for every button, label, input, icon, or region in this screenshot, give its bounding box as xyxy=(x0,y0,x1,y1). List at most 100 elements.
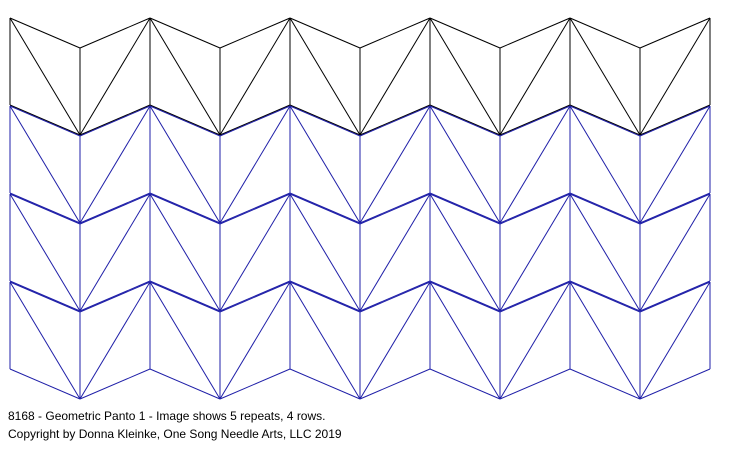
pattern-row xyxy=(9,281,711,400)
top-edge xyxy=(79,281,151,313)
top-edge xyxy=(499,105,571,137)
bottom-edge xyxy=(639,104,711,136)
diagonal xyxy=(639,281,711,400)
top-edge xyxy=(289,193,361,225)
top-edge xyxy=(79,193,151,225)
bottom-edge xyxy=(219,104,291,136)
bottom-edge xyxy=(9,192,81,224)
bottom-edge xyxy=(79,280,151,312)
bottom-edge xyxy=(149,192,221,224)
diagonal xyxy=(569,193,641,312)
bottom-edge xyxy=(79,104,151,136)
top-edge xyxy=(639,281,711,313)
bottom-edge xyxy=(359,368,431,400)
bottom-edge xyxy=(289,280,361,312)
bottom-edge xyxy=(569,368,641,400)
diagonal xyxy=(499,17,571,136)
diagonal xyxy=(429,193,501,312)
diagonal xyxy=(499,193,571,312)
bottom-edge xyxy=(219,368,291,400)
top-edge xyxy=(359,193,431,225)
diagonal xyxy=(429,105,501,224)
top-edge xyxy=(149,281,221,313)
diagonal xyxy=(79,193,151,312)
top-edge xyxy=(219,17,291,49)
top-edge xyxy=(569,17,641,49)
bottom-edge xyxy=(499,192,571,224)
quilting-pattern-canvas xyxy=(9,17,711,400)
pattern-row xyxy=(9,17,711,136)
bottom-edge xyxy=(639,280,711,312)
top-edge xyxy=(429,17,501,49)
top-edge xyxy=(9,105,81,137)
diagonal xyxy=(9,105,81,224)
diagonal xyxy=(639,17,711,136)
diagonal xyxy=(149,193,221,312)
bottom-edge xyxy=(569,280,641,312)
top-edge xyxy=(219,281,291,313)
top-edge xyxy=(499,281,571,313)
top-edge xyxy=(9,193,81,225)
diagonal xyxy=(499,105,571,224)
bottom-edge xyxy=(639,192,711,224)
diagonal xyxy=(219,281,291,400)
top-edge xyxy=(569,193,641,225)
top-edge xyxy=(359,281,431,313)
top-edge xyxy=(639,193,711,225)
top-edge xyxy=(149,17,221,49)
bottom-edge xyxy=(79,192,151,224)
bottom-edge xyxy=(569,104,641,136)
bottom-edge xyxy=(289,104,361,136)
bottom-edge xyxy=(429,192,501,224)
bottom-edge xyxy=(639,368,711,400)
top-edge xyxy=(499,193,571,225)
diagonal xyxy=(359,281,431,400)
top-edge xyxy=(289,17,361,49)
diagonal xyxy=(219,105,291,224)
top-edge xyxy=(289,105,361,137)
caption-title: 8168 - Geometric Panto 1 - Image shows 5… xyxy=(8,409,326,423)
top-edge xyxy=(359,105,431,137)
bottom-edge xyxy=(569,192,641,224)
top-edge xyxy=(429,105,501,137)
diagonal xyxy=(289,17,361,136)
diagonal xyxy=(499,281,571,400)
bottom-edge xyxy=(9,280,81,312)
bottom-edge xyxy=(359,280,431,312)
diagonal xyxy=(9,281,81,400)
bottom-edge xyxy=(9,104,81,136)
diagonal xyxy=(289,105,361,224)
top-edge xyxy=(429,281,501,313)
pattern-row xyxy=(9,193,711,312)
diagonal xyxy=(79,105,151,224)
bottom-edge xyxy=(219,280,291,312)
diagonal xyxy=(79,17,151,136)
diagonal xyxy=(359,105,431,224)
bottom-edge xyxy=(289,368,361,400)
diagonal xyxy=(219,193,291,312)
bottom-edge xyxy=(499,280,571,312)
diagonal xyxy=(79,281,151,400)
diagonal xyxy=(359,193,431,312)
top-edge xyxy=(149,105,221,137)
diagonal xyxy=(219,17,291,136)
diagonal xyxy=(569,105,641,224)
diagonal xyxy=(289,193,361,312)
diagonal xyxy=(569,17,641,136)
top-edge xyxy=(639,105,711,137)
bottom-edge xyxy=(499,104,571,136)
bottom-edge xyxy=(499,368,571,400)
bottom-edge xyxy=(149,368,221,400)
top-edge xyxy=(359,17,431,49)
diagonal xyxy=(149,105,221,224)
top-edge xyxy=(79,105,151,137)
bottom-edge xyxy=(9,368,81,400)
diagonal xyxy=(149,281,221,400)
caption-copyright: Copyright by Donna Kleinke, One Song Nee… xyxy=(8,427,342,441)
top-edge xyxy=(219,193,291,225)
diagonal xyxy=(639,105,711,224)
diagonal xyxy=(429,281,501,400)
bottom-edge xyxy=(289,192,361,224)
diagonal xyxy=(569,281,641,400)
top-edge xyxy=(79,17,151,49)
